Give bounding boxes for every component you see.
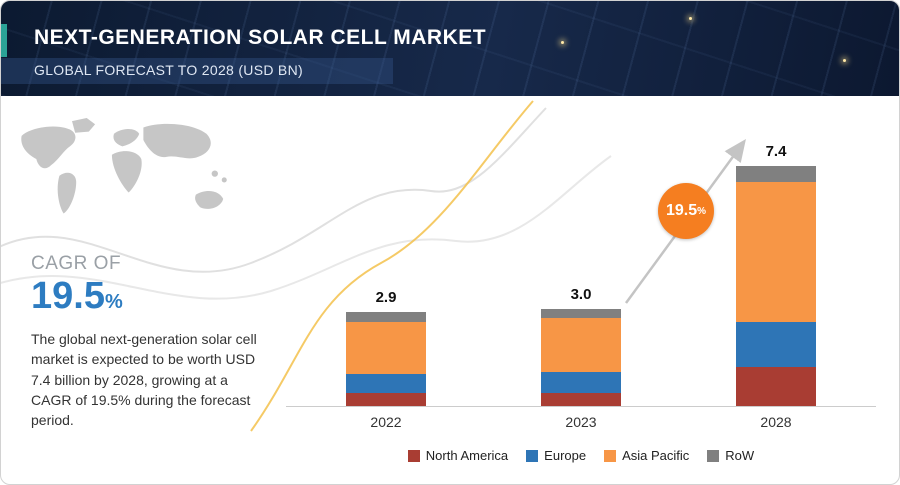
legend-item-asia-pacific: Asia Pacific xyxy=(604,448,689,463)
bar-segment-europe xyxy=(346,373,426,393)
bar-segment-row xyxy=(736,165,816,182)
world-map xyxy=(21,118,227,214)
growth-badge: 19.5% xyxy=(658,183,714,239)
header-banner: NEXT-GENERATION SOLAR CELL MARKET GLOBAL… xyxy=(1,1,899,96)
cagr-value-unit: % xyxy=(104,291,123,313)
stacked-bar xyxy=(541,308,621,406)
legend-label: North America xyxy=(425,448,509,463)
light-dot xyxy=(689,17,692,20)
stacked-bar-chart: 2.9 3.0 7.4 xyxy=(326,113,836,406)
x-axis-line xyxy=(286,406,876,407)
bars-row: 2.9 3.0 7.4 xyxy=(326,113,836,406)
subtitle-band xyxy=(1,58,393,84)
cagr-label: CAGR OF xyxy=(31,253,122,274)
bar-column: 3.0 xyxy=(521,285,641,406)
stacked-bar xyxy=(736,165,816,406)
bar-segment-asia-pacific xyxy=(346,321,426,374)
growth-badge-unit: % xyxy=(697,205,707,217)
legend-label: Europe xyxy=(544,448,587,463)
bar-total-label: 2.9 xyxy=(375,288,397,306)
legend-label: Asia Pacific xyxy=(622,448,690,463)
bar-segment-europe xyxy=(541,371,621,393)
growth-badge-value: 19.5 xyxy=(665,202,698,219)
bar-column: 2.9 xyxy=(326,289,446,406)
bar-segment-north-america xyxy=(736,367,816,406)
x-axis-category-label: 2022 xyxy=(370,414,402,430)
stacked-bar xyxy=(346,311,426,406)
bar-segment-europe xyxy=(736,321,816,367)
x-axis-category-label: 2023 xyxy=(565,414,597,430)
category-labels: 2022 2023 2028 xyxy=(326,414,836,430)
legend-swatch xyxy=(707,449,720,462)
cagr-value-number: 19.5 xyxy=(31,275,105,317)
header-accent-bar xyxy=(1,24,7,57)
page-subtitle: GLOBAL FORECAST TO 2028 (USD BN) xyxy=(34,62,303,78)
bar-column: 7.4 xyxy=(716,142,836,406)
legend-item-north-america: North America xyxy=(407,448,509,463)
bar-total-label: 3.0 xyxy=(570,285,592,303)
legend-swatch xyxy=(407,449,420,462)
page-title: NEXT-GENERATION SOLAR CELL MARKET xyxy=(34,26,487,49)
legend-swatch xyxy=(526,449,539,462)
x-axis-category-label: 2028 xyxy=(760,414,792,430)
bar-total-label: 7.4 xyxy=(765,142,787,160)
legend-item-europe: Europe xyxy=(526,448,586,463)
bar-segment-asia-pacific xyxy=(736,181,816,322)
light-dot xyxy=(843,59,846,62)
light-dot xyxy=(561,41,564,44)
legend-item-row: RoW xyxy=(707,448,754,463)
bar-segment-row xyxy=(541,308,621,319)
bar-segment-north-america xyxy=(346,393,426,406)
bar-segment-north-america xyxy=(541,393,621,406)
cagr-value: 19.5% xyxy=(31,275,123,318)
market-description: The global next-generation solar cell ma… xyxy=(31,331,257,429)
bar-segment-asia-pacific xyxy=(541,318,621,372)
bar-segment-row xyxy=(346,311,426,322)
legend-swatch xyxy=(604,449,617,462)
legend-label: RoW xyxy=(725,448,755,463)
decorative-curves xyxy=(1,100,612,432)
chart-legend: North America Europe Asia Pacific RoW xyxy=(286,448,876,463)
